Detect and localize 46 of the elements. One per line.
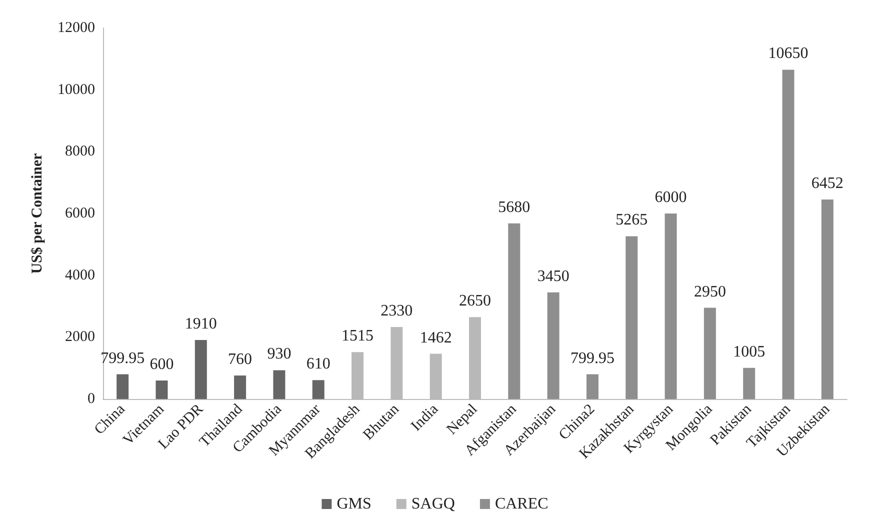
data-label: 1910 <box>184 315 217 332</box>
data-label: 930 <box>267 346 292 363</box>
bar <box>704 308 716 399</box>
bar <box>782 70 794 399</box>
data-label: 6000 <box>654 189 687 206</box>
data-label: 760 <box>228 351 252 368</box>
data-label: 799.95 <box>100 350 145 367</box>
y-tick-label: 4000 <box>65 267 95 284</box>
bar <box>547 292 560 399</box>
y-tick-label: 8000 <box>65 144 95 160</box>
data-label: 3450 <box>537 268 570 285</box>
y-tick-label: 10000 <box>58 82 95 98</box>
legend-label: SAGQ <box>411 496 456 512</box>
data-label: 5680 <box>498 198 530 216</box>
bar <box>156 380 168 399</box>
legend-label: GMS <box>336 496 372 512</box>
bar <box>273 370 286 399</box>
data-label: 10650 <box>768 45 808 62</box>
y-tick-label: 6000 <box>65 206 95 222</box>
data-label: 610 <box>306 356 330 373</box>
data-label: 2950 <box>694 283 726 300</box>
legend-label: CAREC <box>494 496 548 512</box>
data-label: 5265 <box>616 212 648 229</box>
bar <box>586 374 598 399</box>
bar <box>743 368 756 399</box>
data-label: 2330 <box>380 302 413 320</box>
data-label: 799.95 <box>570 350 614 367</box>
bar <box>664 214 677 399</box>
bar <box>312 380 324 399</box>
bar <box>508 223 520 399</box>
data-label: 600 <box>150 356 174 373</box>
data-label: 6452 <box>811 175 844 192</box>
bar <box>821 200 834 399</box>
y-tick-label: 0 <box>88 391 95 407</box>
bar <box>116 374 129 399</box>
y-tick-label: 2000 <box>65 329 95 346</box>
data-label: 2650 <box>459 292 491 310</box>
bar <box>194 340 207 399</box>
data-label: 1005 <box>733 343 766 360</box>
y-tick-label: 12000 <box>58 20 95 36</box>
bar <box>626 236 638 399</box>
data-label: 1462 <box>420 329 452 346</box>
x-tick-label: India <box>408 401 442 434</box>
bar <box>234 376 246 399</box>
y-axis-title: US$ per Container <box>30 152 46 274</box>
data-label: 1515 <box>342 328 374 345</box>
